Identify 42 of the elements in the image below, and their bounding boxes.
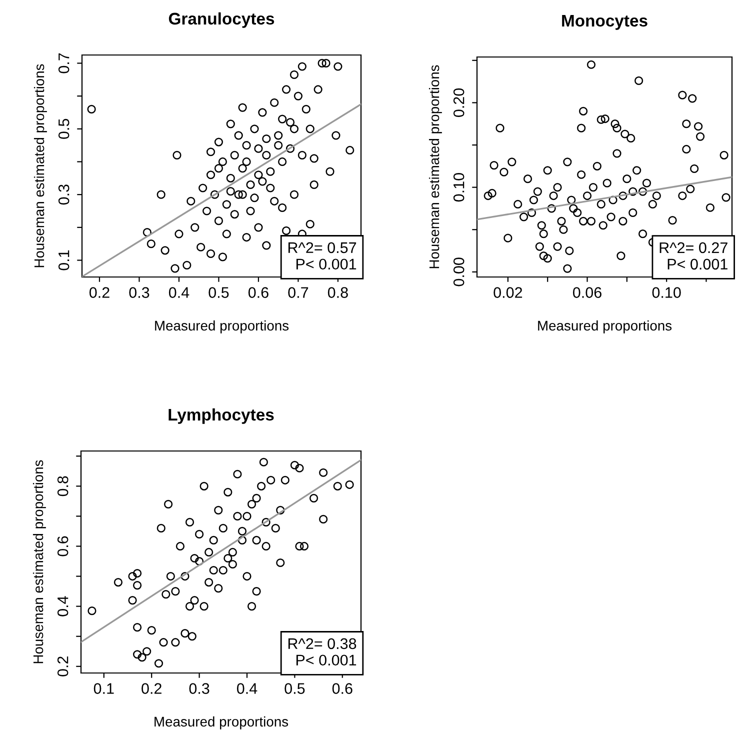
y-axis-title: Houseman estimated proportions <box>428 65 442 268</box>
y-tick-label: 0.4 <box>57 596 68 616</box>
chart-title: Granulocytes <box>168 12 274 28</box>
x-tick-label: 0.10 <box>652 287 681 298</box>
y-tick-label: 0.10 <box>453 173 464 202</box>
y-tick-label: 0.6 <box>57 536 68 556</box>
x-tick-label: 0.4 <box>168 287 190 298</box>
x-tick-label: 0.3 <box>189 683 210 694</box>
x-axis-title: Measured proportions <box>538 320 672 334</box>
x-tick-label: 0.2 <box>89 287 110 298</box>
chart-title: Lymphocytes <box>168 408 274 424</box>
x-tick-label: 0.6 <box>248 287 268 298</box>
annotation: P< 0.001 <box>668 258 728 270</box>
x-tick-label: 0.5 <box>284 683 305 694</box>
annotation: P< 0.001 <box>296 258 356 270</box>
x-tick-label: 0.8 <box>328 287 348 298</box>
y-tick-label: 0.3 <box>58 184 70 205</box>
annotation: R^2= 0.27 <box>660 242 728 254</box>
annotation: R^2= 0.57 <box>288 242 356 254</box>
x-tick-label: 0.4 <box>236 683 258 694</box>
y-axis-title: Houseman estimated proportions <box>34 64 47 268</box>
annotation: P< 0.001 <box>296 654 356 666</box>
x-tick-label: 0.7 <box>288 287 308 298</box>
x-tick-label: 0.6 <box>332 683 352 694</box>
y-tick-label: 0.1 <box>58 250 70 270</box>
x-tick-label: 0.1 <box>94 683 114 694</box>
x-tick-label: 0.06 <box>572 287 602 298</box>
chart-title: Monocytes <box>562 14 648 30</box>
y-tick-label: 0.5 <box>58 118 70 139</box>
y-tick-label: 0.7 <box>58 53 70 74</box>
x-tick-label: 0.3 <box>129 287 150 298</box>
x-tick-label: 0.5 <box>208 287 229 298</box>
annotation: R^2= 0.38 <box>288 638 356 650</box>
x-axis-title: Measured proportions <box>155 320 289 334</box>
y-axis-title: Houseman estimated proportions <box>32 460 46 664</box>
y-tick-label: 0.8 <box>57 476 68 496</box>
x-axis-title: Measured proportions <box>154 716 288 730</box>
y-tick-label: 0.2 <box>57 656 68 676</box>
x-tick-label: 0.02 <box>494 287 522 298</box>
x-tick-label: 0.2 <box>142 683 162 694</box>
y-tick-label: 0.00 <box>453 258 464 286</box>
y-tick-label: 0.20 <box>453 88 464 117</box>
